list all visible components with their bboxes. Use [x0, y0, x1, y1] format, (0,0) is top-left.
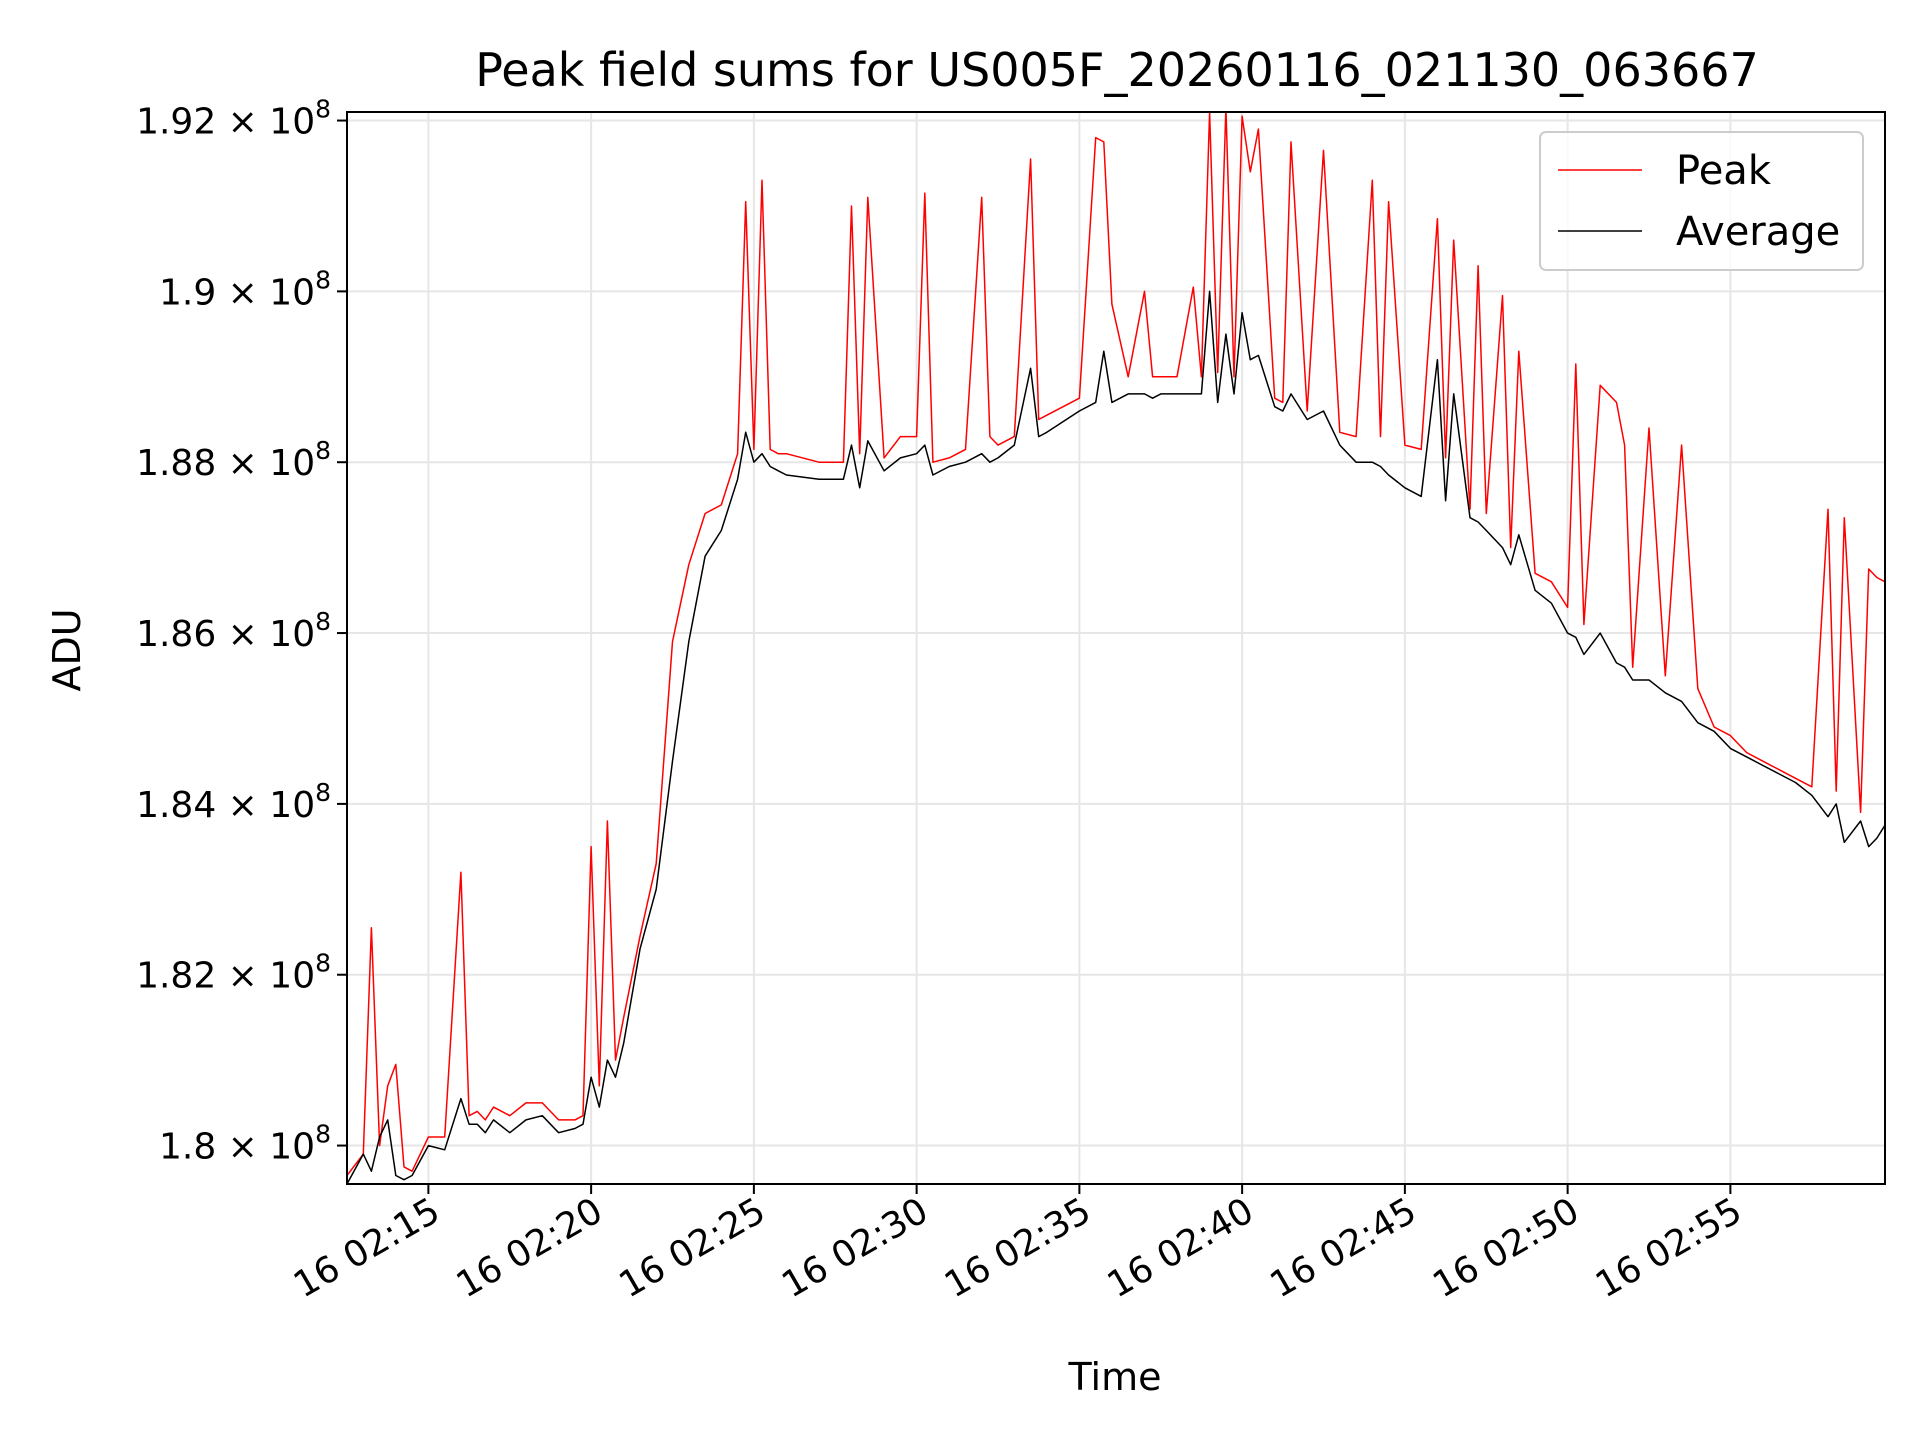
y-axis-ticks: 1.8 × 108 1.82 × 108 1.84 × 108 1.86 × 108 1…: [136, 95, 347, 1168]
y-tick-label: 1.92 × 108: [136, 95, 331, 143]
series-line-average: [347, 290, 1885, 1184]
chart-title: Peak field sums for US005F_20260116_0211…: [475, 43, 1759, 97]
y-axis-label: ADU: [45, 608, 89, 691]
series-layer: [347, 112, 1885, 1184]
y-tick-label: 1.9 × 108: [159, 265, 331, 313]
legend: Peak Average: [1539, 131, 1864, 271]
y-tick-label: 1.84 × 108: [136, 778, 331, 826]
grid-lines: [347, 112, 1885, 1184]
y-tick-label: 1.88 × 108: [136, 436, 331, 484]
series-line-peak: [347, 112, 1885, 1176]
y-tick-label: 1.8 × 108: [159, 1120, 331, 1168]
y-tick-label: 1.86 × 108: [136, 607, 331, 655]
legend-box: [1539, 131, 1864, 271]
legend-label-average: Average: [1676, 209, 1840, 255]
plot-frame: [346, 111, 1886, 1185]
legend-label-peak: Peak: [1676, 148, 1772, 194]
x-axis-label: Time: [1068, 1355, 1162, 1399]
y-tick-label: 1.82 × 108: [136, 949, 331, 997]
